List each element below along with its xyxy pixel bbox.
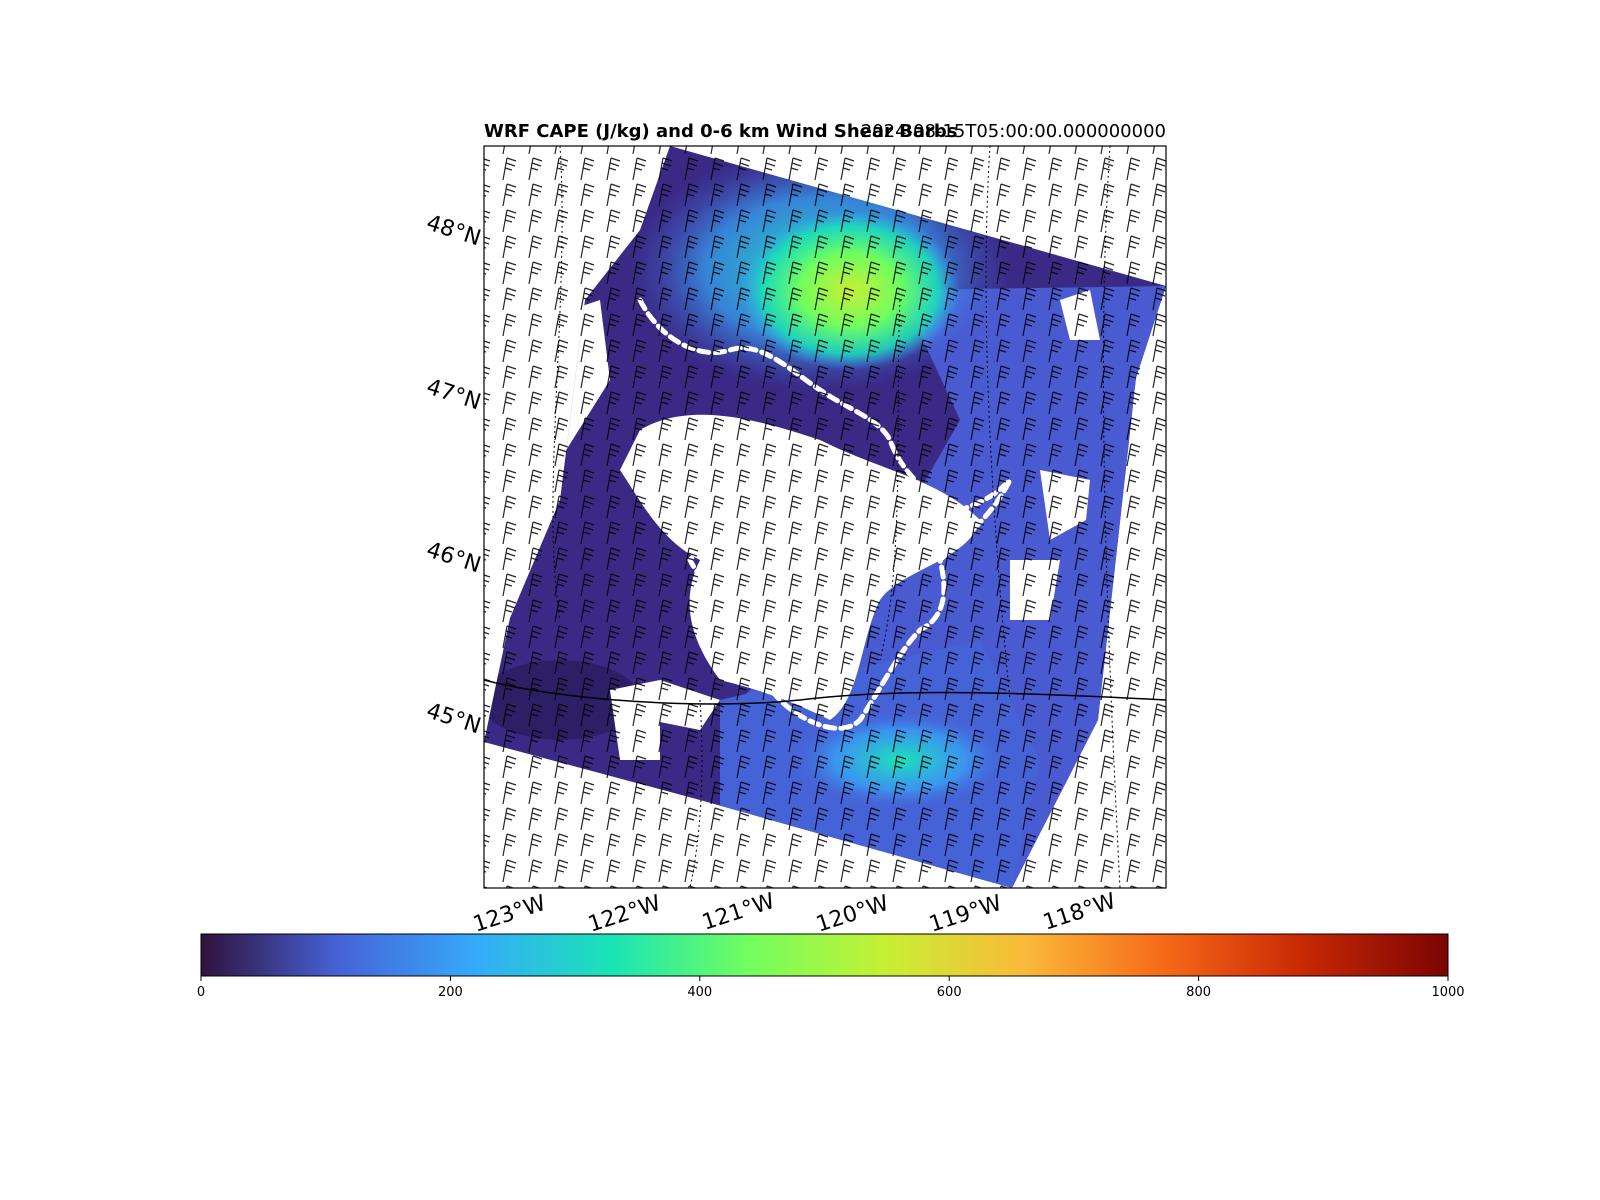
lat-labels: 48°N 47°N 46°N 45°N xyxy=(423,211,483,740)
colorbar-tick-label: 400 xyxy=(687,985,712,1000)
map-frame xyxy=(483,145,1167,889)
lat-label-47: 47°N xyxy=(423,375,483,416)
colorbar-ticks: 0 200 400 600 800 1000 xyxy=(197,976,1465,1000)
lat-label-48: 48°N xyxy=(423,211,483,252)
lat-label-46: 46°N xyxy=(423,538,483,579)
colorbar-tick-label: 600 xyxy=(937,985,962,1000)
lon-label-122: 122°W xyxy=(585,891,664,938)
boundary-lines xyxy=(484,146,1166,888)
lon-label-118: 118°W xyxy=(1040,889,1119,936)
lon-label-119: 119°W xyxy=(926,891,1005,938)
plot-time: 2024-08-15T05:00:00.000000000 xyxy=(861,121,1166,142)
colorbar-gradient xyxy=(200,933,1449,977)
wind-barbs xyxy=(484,146,1166,888)
lon-label-121: 121°W xyxy=(699,889,778,936)
lon-label-123: 123°W xyxy=(470,891,549,938)
lat-label-45: 45°N xyxy=(423,699,483,740)
plot-title: WRF CAPE (J/kg) and 0-6 km Wind Shear Ba… xyxy=(484,121,958,142)
colorbar: 0 200 400 600 800 1000 xyxy=(197,933,1465,1000)
colorbar-tick-label: 1000 xyxy=(1431,985,1464,1000)
map-panel xyxy=(484,146,1166,888)
colorbar-tick-label: 0 xyxy=(197,985,205,1000)
lon-labels: 123°W 122°W 121°W 120°W 119°W 118°W xyxy=(470,889,1119,938)
lon-label-120: 120°W xyxy=(813,891,892,938)
colorbar-tick-label: 800 xyxy=(1186,985,1211,1000)
colorbar-tick-label: 200 xyxy=(438,985,463,1000)
